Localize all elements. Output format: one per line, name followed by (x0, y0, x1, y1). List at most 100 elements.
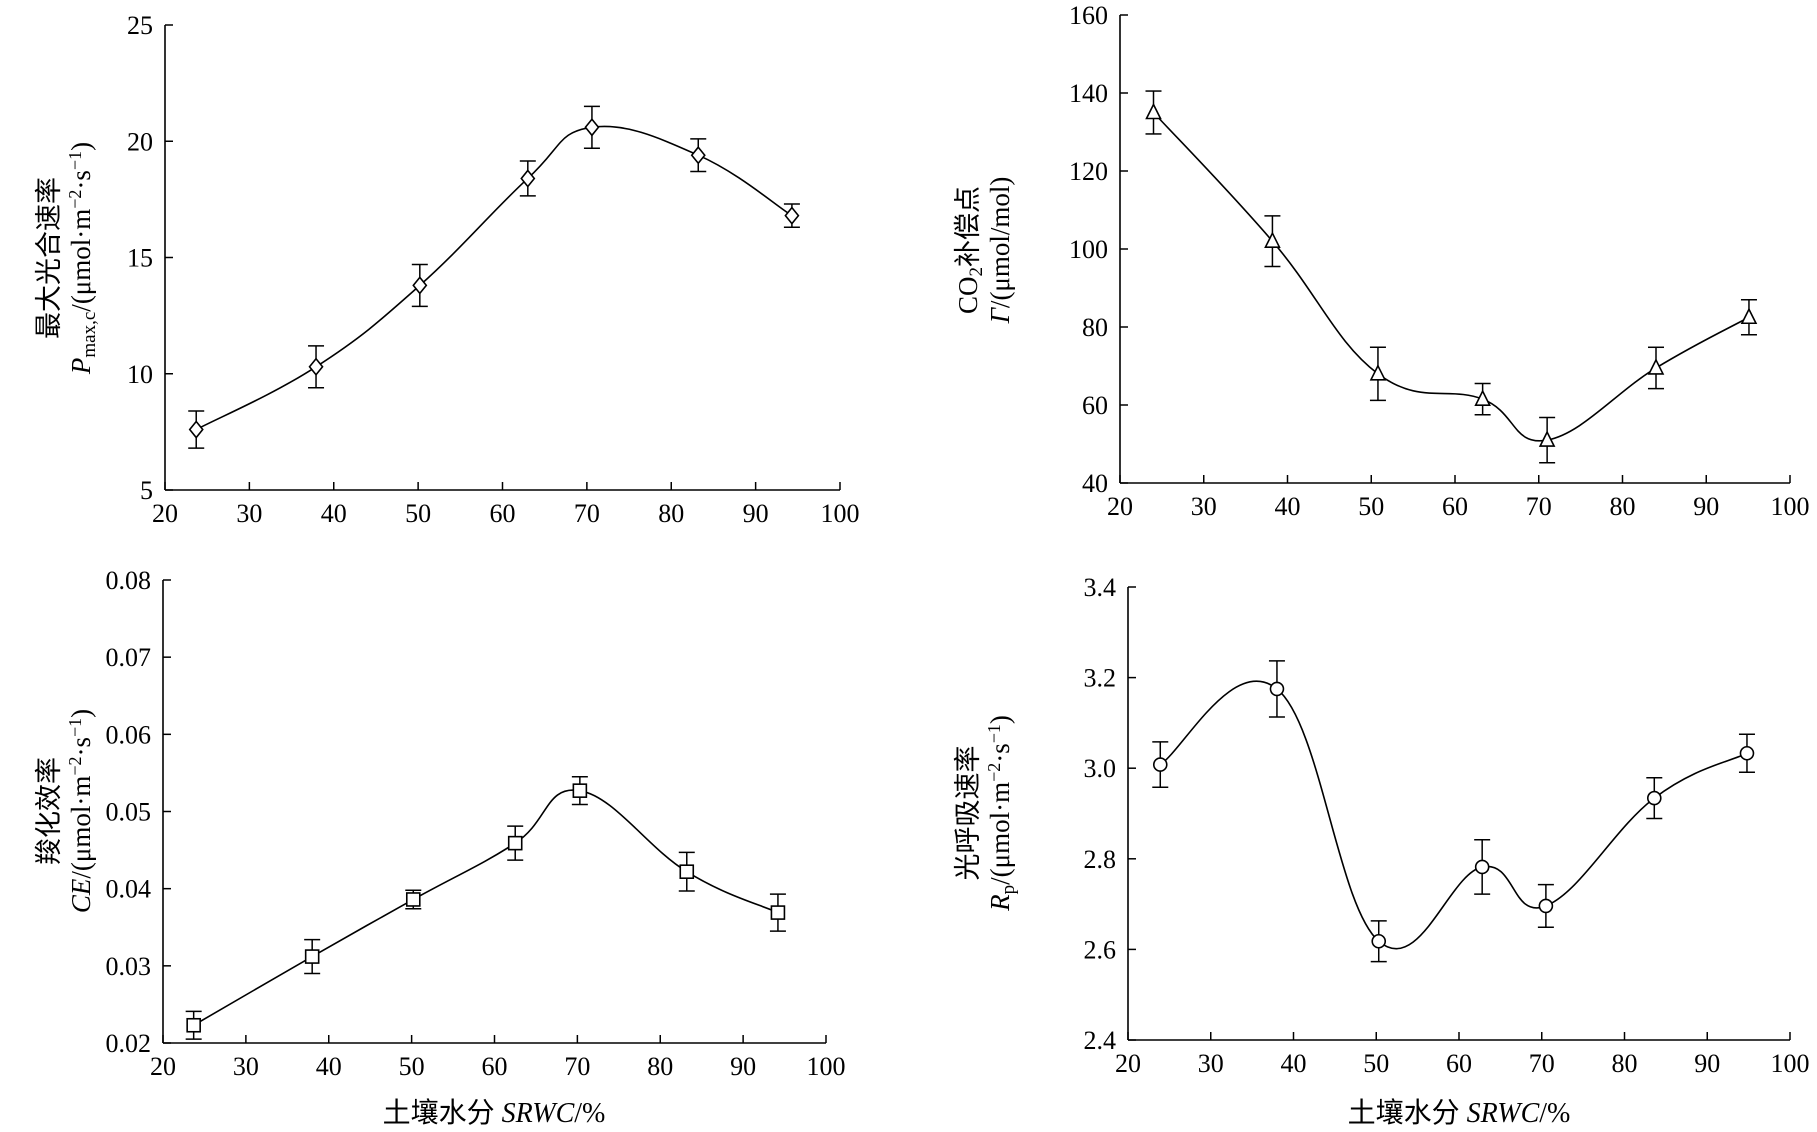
data-point-1 (308, 357, 324, 377)
data-point-1 (1269, 681, 1285, 697)
x-tick-label: 100 (807, 1052, 846, 1081)
x-tick-label: 90 (743, 499, 769, 528)
x-tick-label: 90 (1693, 492, 1719, 521)
x-tick-label: 60 (1446, 1049, 1472, 1078)
x-tick-label: 70 (1529, 1049, 1555, 1078)
x-tick-label: 70 (574, 499, 600, 528)
x-tick-label: 80 (647, 1052, 673, 1081)
x-tick-label: 60 (482, 1052, 508, 1081)
x-tick-label: 40 (321, 499, 347, 528)
x-tick-label: 50 (399, 1052, 425, 1081)
y-tick-label: 60 (1082, 391, 1108, 420)
data-point-4 (572, 783, 588, 798)
y-tick-label: 20 (127, 127, 153, 156)
data-point-1 (304, 949, 320, 964)
y-axis-label-line2: Rp/(μmol·m−2·s−1) (984, 715, 1019, 912)
y-tick-label: 0.02 (106, 1029, 152, 1058)
data-point-1 (1264, 231, 1281, 248)
data-point-3 (1474, 389, 1491, 406)
x-tick-label: 30 (1191, 492, 1217, 521)
data-point-5 (679, 864, 695, 879)
y-tick-label: 0.07 (106, 643, 152, 672)
data-point-0 (186, 1017, 201, 1033)
y-axis-label-line2: Γ/(μmol/mol) (985, 177, 1015, 325)
y-tick-label: 2.6 (1084, 935, 1117, 964)
y-tick-label: 3.4 (1084, 573, 1117, 602)
x-tick-label: 30 (236, 499, 262, 528)
x-tick-label: 80 (658, 499, 684, 528)
y-axis-label-line2: Pmax,c/(μmol·m−2·s−1) (65, 142, 100, 375)
y-tick-label: 25 (127, 11, 153, 40)
y-axis-label-line1: CO2补偿点 (953, 186, 987, 314)
x-tick-label: 80 (1610, 492, 1636, 521)
y-tick-label: 0.05 (106, 798, 152, 827)
y-axis-label-line1: 羧化效率 (34, 757, 64, 865)
data-point-0 (1152, 757, 1168, 772)
x-tick-label: 20 (152, 499, 178, 528)
x-tick-label: 30 (233, 1052, 259, 1081)
x-tick-label: 100 (1771, 1049, 1810, 1078)
y-tick-label: 0.08 (106, 566, 152, 595)
y-tick-label: 2.8 (1084, 845, 1117, 874)
y-tick-label: 140 (1069, 79, 1108, 108)
y-axis-label-line2: CE/(μmol·m−2·s−1) (65, 709, 96, 913)
data-point-6 (784, 206, 800, 225)
y-tick-label: 15 (127, 244, 153, 273)
x-tick-label: 50 (1363, 1049, 1389, 1078)
x-tick-label: 20 (150, 1052, 176, 1081)
chart-gamma: 40 60 80 100 120 140 160 20 30 40 50 60 70 80 90 100 CO2… (953, 1, 1810, 521)
data-point-2 (412, 276, 428, 295)
data-point-0 (188, 420, 204, 439)
y-tick-label: 40 (1082, 469, 1108, 498)
series-line (1159, 680, 1748, 950)
data-point-3 (520, 169, 536, 188)
x-tick-label: 70 (564, 1052, 590, 1081)
data-point-3 (1474, 859, 1490, 875)
data-point-3 (507, 835, 523, 851)
x-axis-label: 土壤水分 SRWC/% (383, 1097, 606, 1129)
y-tick-label: 3.2 (1084, 664, 1117, 693)
data-point-4 (584, 118, 600, 137)
x-tick-label: 70 (1526, 492, 1552, 521)
series-line (1152, 111, 1750, 442)
y-axis-label-line1: 最大光合速率 (34, 177, 64, 339)
data-point-2 (1369, 364, 1387, 381)
x-tick-label: 90 (730, 1052, 756, 1081)
x-tick-label: 20 (1107, 492, 1133, 521)
x-tick-label: 50 (405, 499, 431, 528)
x-axis-label: 土壤水分 SRWC/% (1348, 1097, 1571, 1129)
x-tick-label: 40 (1281, 1049, 1307, 1078)
data-point-5 (690, 145, 706, 165)
data-point-6 (770, 905, 786, 920)
data-point-5 (1647, 358, 1665, 375)
x-tick-label: 90 (1694, 1049, 1720, 1078)
x-tick-label: 50 (1358, 492, 1384, 521)
y-tick-label: 0.06 (106, 720, 152, 749)
y-tick-label: 3.0 (1084, 754, 1117, 783)
x-tick-label: 30 (1198, 1049, 1224, 1078)
y-tick-label: 120 (1069, 157, 1108, 186)
x-tick-label: 100 (1771, 492, 1810, 521)
x-tick-label: 100 (821, 499, 860, 528)
data-point-4 (1538, 898, 1554, 914)
y-tick-label: 80 (1082, 313, 1108, 342)
data-point-2 (1371, 933, 1387, 949)
data-point-5 (1646, 790, 1662, 806)
y-tick-label: 100 (1069, 235, 1108, 264)
y-tick-label: 10 (127, 360, 153, 389)
data-point-4 (1538, 430, 1556, 447)
y-tick-label: 0.04 (106, 875, 152, 904)
y-tick-label: 2.4 (1084, 1026, 1117, 1055)
y-tick-label: 5 (140, 476, 153, 505)
x-tick-label: 20 (1115, 1049, 1141, 1078)
x-tick-label: 40 (316, 1052, 342, 1081)
x-tick-label: 60 (1442, 492, 1468, 521)
y-axis-label-line1: 光呼吸速率 (953, 746, 983, 881)
data-point-0 (1145, 102, 1162, 120)
data-point-6 (1739, 745, 1755, 761)
y-tick-label: 160 (1069, 1, 1108, 30)
x-tick-label: 40 (1275, 492, 1301, 521)
x-tick-label: 60 (490, 499, 516, 528)
y-tick-label: 0.03 (106, 952, 152, 981)
